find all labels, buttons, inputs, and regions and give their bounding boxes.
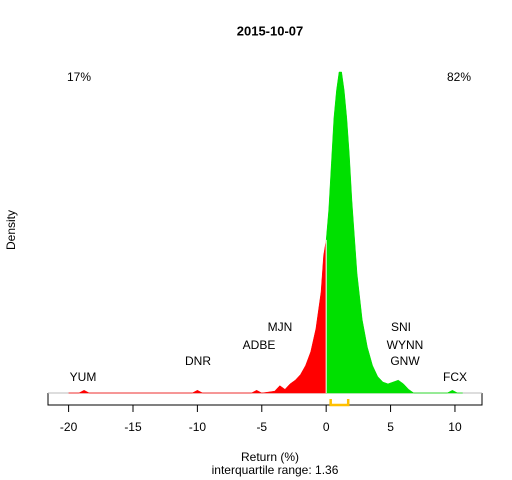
left-share: 17% <box>67 70 91 84</box>
x-tick-label: -15 <box>124 420 142 434</box>
x-tick-label: -20 <box>60 420 78 434</box>
x-tick-label: 10 <box>448 420 462 434</box>
ticker-label: FCX <box>443 370 467 384</box>
ticker-label: GNW <box>390 354 420 368</box>
ticker-label: YUM <box>70 370 97 384</box>
ticker-label: WYNN <box>387 338 424 352</box>
iqr-bracket <box>329 399 350 407</box>
x-tick-label: -10 <box>189 420 207 434</box>
x-tick-label: -5 <box>256 420 267 434</box>
ticker-label: SNI <box>391 320 411 334</box>
density-area <box>68 239 327 394</box>
ticker-label: MJN <box>268 320 293 334</box>
subtitle: interquartile range: 1.36 <box>212 463 339 477</box>
axis-frame <box>47 393 483 406</box>
ticker-label: ADBE <box>243 338 276 352</box>
right-share: 82% <box>447 70 471 84</box>
x-axis-label: Return (%) <box>241 450 299 464</box>
density-area <box>325 71 463 394</box>
chart-title: 2015-10-07 <box>237 23 304 38</box>
ticker-label: DNR <box>185 354 211 368</box>
x-tick-label: 5 <box>387 420 394 434</box>
x-tick-label: 0 <box>323 420 330 434</box>
y-axis-label: Density <box>4 210 18 250</box>
